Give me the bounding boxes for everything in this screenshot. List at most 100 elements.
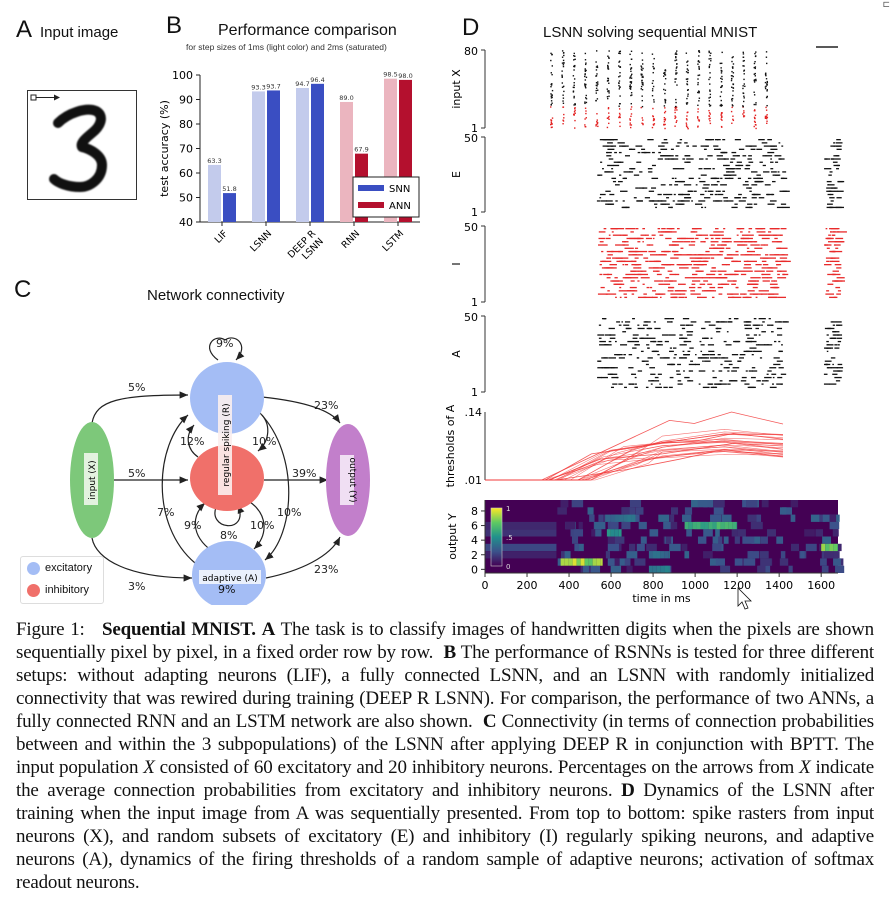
mouse-cursor-icon [737, 587, 752, 610]
panel-b-title: Performance comparison [218, 22, 397, 39]
heatmap-cell [718, 536, 723, 544]
heatmap-cell [626, 565, 633, 573]
heatmap-cell [822, 514, 832, 522]
heatmap-cell [779, 507, 787, 515]
colorbar-gradient [490, 507, 503, 567]
heatmap-highlight-cell [648, 565, 653, 573]
legend-excitatory-label: excitatory [45, 562, 93, 574]
heatmap-cell [723, 536, 729, 544]
caption-c-text-2: consisted of 60 excitatory and 20 inhibi… [159, 757, 795, 778]
heatmap-cell [590, 565, 601, 573]
heatmap-cell [833, 551, 840, 559]
heatmap-x-tick-label: 800 [643, 579, 664, 592]
heatmap-highlight-cell [692, 521, 697, 530]
heatmap-cell [833, 558, 841, 566]
legend-label-snn: SNN [389, 184, 410, 195]
panel-c-letter: C [14, 276, 32, 303]
label-i-to-y: 39% [292, 467, 316, 480]
heatmap-cell [712, 543, 722, 552]
heatmap-x-tick-label: 400 [559, 579, 580, 592]
heatmap-cell [594, 521, 606, 530]
heatmap-highlight-cell [623, 514, 628, 522]
scan-arrow-head [54, 94, 60, 101]
heatmap-cell [767, 529, 776, 537]
caption-a-text: The task is to classify images of handwr… [16, 619, 874, 663]
heatmap-cell [485, 551, 557, 559]
threshold-axis-label: thresholds of A [444, 404, 457, 487]
heatmap-cell [815, 529, 824, 537]
heatmap-highlight-cell [611, 514, 616, 522]
heatmap-y-tick-label: 4 [471, 534, 478, 547]
edge-x-to-r [91, 391, 189, 424]
heatmap-highlight-cell [568, 558, 573, 566]
heatmap-cell [804, 529, 815, 537]
heatmap-cell [684, 551, 690, 559]
heatmap-cell [629, 500, 642, 508]
heatmap-cell [818, 514, 826, 522]
bar-value-label: 89.0 [339, 94, 353, 102]
heatmap-highlight-cell [716, 521, 721, 530]
raster-row-label: I [450, 262, 463, 265]
bar-value-label: 98.0 [398, 72, 412, 80]
heatmap-cell [670, 514, 675, 522]
bar-deep-r-lsnn-light [296, 87, 309, 222]
caption-prefix: Figure 1: [16, 619, 85, 640]
label-x-to-a: 3% [128, 580, 145, 593]
heatmap-cell [587, 507, 594, 515]
heatmap-highlight-cell [600, 558, 603, 566]
heatmap-cell [605, 551, 611, 559]
a-self-label: 9% [218, 583, 236, 596]
heatmap-cell [670, 521, 678, 530]
y-tick-label: 60 [179, 167, 193, 180]
heatmap-cell [790, 500, 799, 508]
colorbar-tick-label: .5 [506, 534, 513, 542]
heatmap-cell [703, 529, 713, 537]
bar-value-label: 93.3 [251, 83, 265, 91]
heatmap-highlight-cell [720, 521, 725, 530]
label-a-to-r: 7% [157, 506, 174, 519]
edge-i-to-r [185, 424, 199, 458]
heatmap-cell [557, 507, 567, 515]
heatmap-highlight-cell [712, 521, 717, 530]
heatmap-cell [573, 529, 584, 537]
heatmap-cell [835, 565, 845, 573]
heatmap-cell [624, 558, 631, 566]
heatmap-cell [761, 500, 769, 508]
heatmap-x-tick-label: 200 [517, 579, 538, 592]
heatmap-cell [605, 514, 611, 522]
heatmap-x-axis-label: time in ms [632, 592, 691, 605]
x-tick-label: LSTM [380, 228, 406, 254]
heatmap-cell [788, 565, 793, 573]
label-x-to-r: 5% [128, 381, 145, 394]
heatmap-highlight-cell [732, 521, 737, 530]
heatmap-cell [710, 514, 722, 522]
y-axis-label: test accuracy (%) [158, 100, 171, 197]
heatmap-cell [658, 514, 670, 522]
heatmap-highlight-cell [660, 565, 665, 573]
heatmap-cell [614, 558, 620, 566]
heatmap-cell [721, 514, 732, 522]
heatmap-cell [779, 558, 789, 566]
label-a-to-i: 9% [184, 519, 201, 532]
heatmap-highlight-cell [627, 514, 632, 522]
heatmap-y-tick-label: 0 [471, 563, 478, 576]
heatmap-y-tick-label: 8 [471, 505, 478, 518]
heatmap-highlight-cell [588, 558, 593, 566]
heatmap-cell [565, 521, 576, 530]
mnist-input-image [27, 90, 137, 200]
threshold-line-extra [485, 437, 784, 481]
caption-c-label: C [482, 711, 497, 732]
bar-lsnn-saturated [267, 90, 280, 222]
heatmap-cell [560, 500, 569, 508]
label-r-self: 9% [216, 337, 233, 350]
heatmap-highlight-cell [837, 543, 838, 552]
heatmap-cell [756, 514, 762, 522]
heatmap-cell [598, 514, 604, 522]
edge-r-self [209, 337, 242, 360]
heatmap-highlight-cell [664, 551, 669, 559]
heatmap-cell [737, 529, 746, 537]
heatmap-cell [734, 558, 743, 566]
heatmap-cell [663, 521, 674, 530]
figure-caption: Figure 1: Sequential MNIST. A The task i… [16, 618, 874, 894]
edge-r-to-a [259, 412, 290, 561]
